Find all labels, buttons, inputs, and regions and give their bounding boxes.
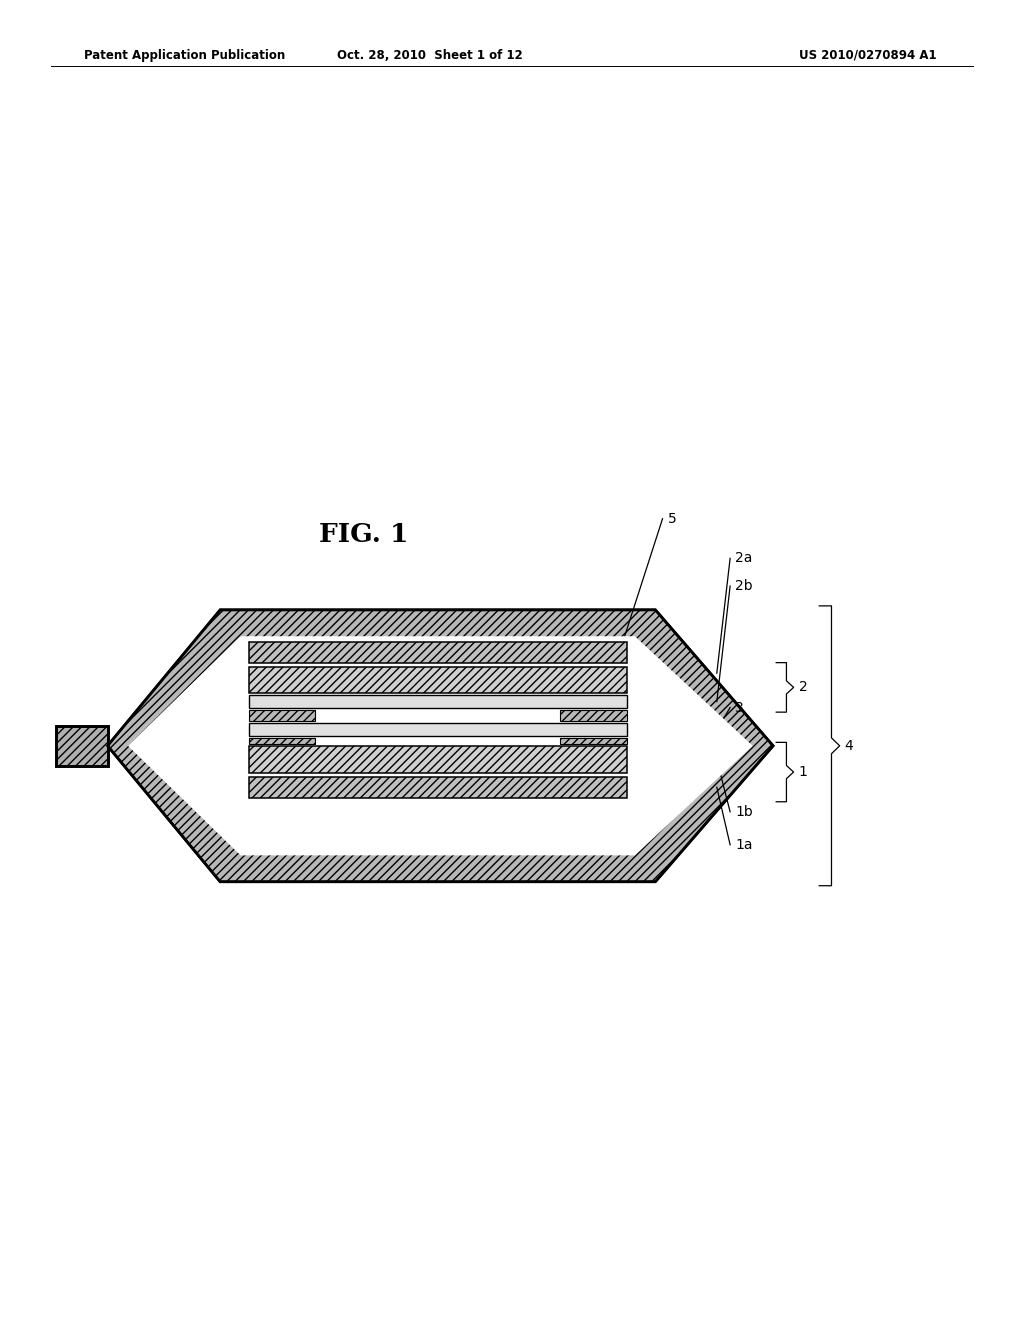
Text: 2a: 2a bbox=[735, 552, 753, 565]
Text: FIG. 1: FIG. 1 bbox=[318, 523, 409, 546]
Text: 1: 1 bbox=[799, 766, 808, 779]
Polygon shape bbox=[128, 636, 753, 855]
Text: US 2010/0270894 A1: US 2010/0270894 A1 bbox=[800, 49, 937, 62]
Polygon shape bbox=[249, 667, 627, 693]
Polygon shape bbox=[560, 710, 627, 721]
Polygon shape bbox=[249, 710, 315, 721]
Text: 1a: 1a bbox=[735, 838, 753, 851]
Polygon shape bbox=[249, 746, 627, 772]
Text: 4: 4 bbox=[845, 739, 854, 752]
Polygon shape bbox=[249, 738, 627, 744]
Text: 5: 5 bbox=[668, 512, 677, 525]
Polygon shape bbox=[249, 738, 315, 744]
Text: 1b: 1b bbox=[735, 805, 753, 818]
Polygon shape bbox=[56, 726, 108, 766]
Polygon shape bbox=[108, 610, 773, 882]
Text: 3: 3 bbox=[735, 701, 744, 714]
Polygon shape bbox=[249, 710, 627, 721]
Polygon shape bbox=[249, 642, 627, 663]
Polygon shape bbox=[560, 738, 627, 744]
Polygon shape bbox=[249, 694, 627, 708]
Text: 2b: 2b bbox=[735, 579, 753, 593]
Polygon shape bbox=[249, 776, 627, 797]
Polygon shape bbox=[249, 723, 627, 737]
Text: Oct. 28, 2010  Sheet 1 of 12: Oct. 28, 2010 Sheet 1 of 12 bbox=[337, 49, 523, 62]
Text: 2: 2 bbox=[799, 680, 808, 694]
Text: Patent Application Publication: Patent Application Publication bbox=[84, 49, 286, 62]
